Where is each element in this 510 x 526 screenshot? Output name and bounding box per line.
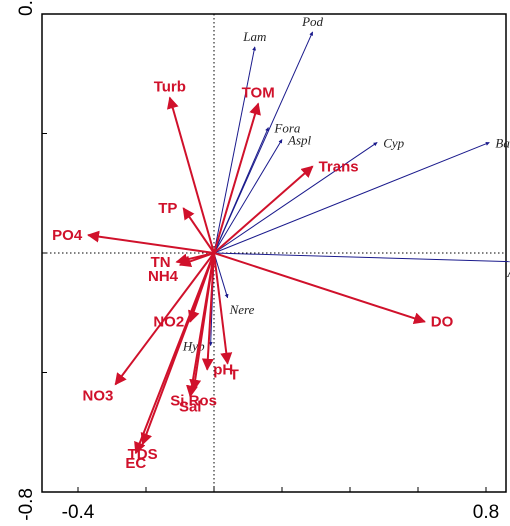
env-label-no3: NO3 xyxy=(83,387,114,404)
env-arrow-t xyxy=(213,252,233,365)
species-arrow-lam xyxy=(213,46,257,254)
env-label-tp: TP xyxy=(158,200,177,217)
env-arrow-trans xyxy=(213,165,314,254)
species-arrow-fora xyxy=(213,127,269,254)
env-label-t: T xyxy=(230,367,239,384)
env-arrow-ph xyxy=(201,252,215,371)
species-arrow-acar xyxy=(213,252,510,263)
env-label-si-ros: Si.Ros xyxy=(170,392,217,409)
env-arrow-ec xyxy=(134,252,215,455)
env-label-sal: Sal xyxy=(179,398,202,415)
env-label-ec: EC xyxy=(125,455,146,472)
species-label-pod: Pod xyxy=(301,14,323,29)
y-tick-label: -0.8 xyxy=(16,488,37,521)
env-arrow-tom xyxy=(213,102,261,254)
x-tick-label: 0.8 xyxy=(473,502,499,523)
env-label-tn: TN xyxy=(151,254,171,271)
species-label-fora: Fora xyxy=(273,121,301,136)
env-label-nh4: NH4 xyxy=(148,268,179,285)
env-label-turb: Turb xyxy=(154,79,186,96)
species-label-cyp: Cyp xyxy=(383,135,404,150)
env-arrow-tp xyxy=(182,207,215,254)
species-label-bal: Bal xyxy=(495,135,510,150)
species-label-acar: Acar xyxy=(506,265,510,280)
env-label-do: DO xyxy=(431,314,454,331)
species-label-lam: Lam xyxy=(242,29,266,44)
env-arrow-turb xyxy=(166,96,215,254)
env-label-tom: TOM xyxy=(242,85,275,102)
env-label-no2: NO2 xyxy=(153,314,184,331)
y-tick-label: 0.8 xyxy=(16,0,37,16)
species-arrow-cyp xyxy=(213,142,378,254)
env-arrow-do xyxy=(213,252,426,325)
species-label-nere: Nere xyxy=(229,302,255,317)
env-label-po4: PO4 xyxy=(52,227,83,244)
x-tick-label: -0.4 xyxy=(62,502,95,523)
x-axis: -0.4 0.8 xyxy=(62,487,499,523)
species-vectors: LamPodForaAsplCypBalAcarNereHyp xyxy=(182,14,510,354)
env-arrow-po4 xyxy=(87,230,215,254)
species-label-aspl: Aspl xyxy=(287,132,312,147)
env-arrow-nh4 xyxy=(178,252,215,268)
env-label-trans: Trans xyxy=(319,158,359,175)
species-arrow-aspl xyxy=(213,139,283,254)
env-arrow-sal xyxy=(186,252,215,398)
y-axis: 0.8 -0.8 xyxy=(16,0,47,521)
env-label-ph: pH xyxy=(213,362,233,379)
species-arrow-nere xyxy=(213,252,229,299)
env-arrow-no3 xyxy=(114,252,215,386)
species-arrow-bal xyxy=(213,141,490,254)
